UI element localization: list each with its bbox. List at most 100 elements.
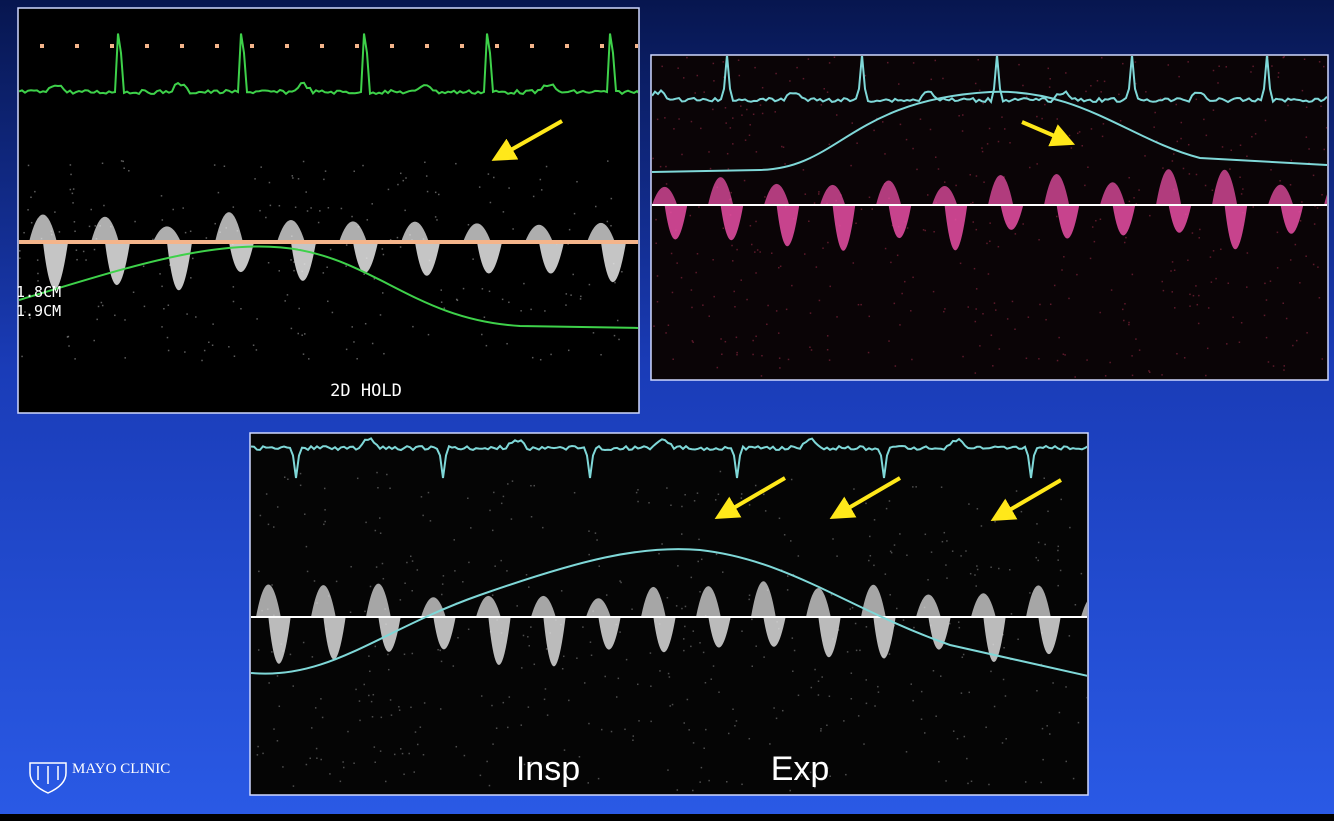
speckle: [857, 715, 860, 717]
speckle: [867, 351, 870, 354]
speckle: [846, 651, 849, 653]
speckle: [533, 484, 535, 487]
speckle: [1058, 336, 1060, 339]
speckle: [692, 742, 695, 744]
speckle: [443, 307, 446, 309]
speckle: [205, 237, 208, 239]
speckle: [683, 638, 685, 640]
speckle: [406, 561, 408, 564]
speckle: [271, 651, 273, 653]
speckle: [752, 339, 754, 342]
speckle: [658, 552, 660, 555]
speckle: [405, 177, 407, 179]
speckle: [1074, 376, 1076, 378]
speckle: [670, 252, 673, 255]
speckle: [873, 564, 875, 567]
speckle: [329, 773, 331, 775]
speckle: [364, 322, 367, 325]
speckle: [1036, 163, 1038, 165]
speckle: [982, 313, 984, 315]
speckle: [588, 283, 591, 286]
speckle: [827, 241, 829, 244]
speckle: [648, 502, 650, 504]
speckle: [583, 682, 586, 684]
speckle: [727, 168, 730, 170]
flow-envelope: [652, 186, 678, 205]
speckle: [507, 483, 509, 485]
speckle: [1312, 263, 1315, 266]
speckle: [868, 315, 871, 318]
speckle: [74, 230, 76, 233]
speckle: [531, 356, 534, 359]
flow-envelope: [861, 584, 886, 617]
speckle: [684, 625, 686, 628]
speckle: [940, 486, 943, 488]
speckle: [371, 716, 374, 718]
speckle: [782, 146, 785, 148]
speckle: [1125, 236, 1127, 239]
speckle: [1238, 341, 1241, 344]
speckle: [1047, 67, 1050, 70]
speckle: [1282, 302, 1284, 305]
speckle: [88, 225, 91, 228]
speckle: [342, 761, 344, 763]
speckle: [864, 74, 867, 77]
speckle: [142, 265, 145, 268]
speckle: [397, 183, 399, 186]
speckle: [1138, 189, 1140, 191]
flow-envelope: [720, 205, 744, 241]
speckle: [488, 290, 491, 293]
speckle: [228, 346, 230, 348]
arrows: [491, 119, 1076, 522]
speckle: [1189, 293, 1191, 296]
speckle: [826, 767, 829, 769]
speckle: [1104, 375, 1107, 377]
speckle: [380, 716, 383, 719]
speckle: [684, 493, 686, 496]
speckle: [809, 312, 812, 314]
speckle: [1041, 117, 1043, 120]
speckle: [604, 675, 606, 678]
speckle: [725, 122, 727, 124]
speckle: [962, 355, 964, 358]
speckle: [570, 294, 572, 296]
speckle: [669, 705, 671, 707]
speckle: [374, 761, 376, 764]
flow-envelope: [531, 595, 556, 617]
speckle: [186, 313, 188, 315]
flow-envelope: [29, 214, 57, 242]
speckle: [1099, 311, 1101, 314]
speckle: [791, 284, 793, 287]
speckle: [403, 653, 406, 656]
speckle: [667, 769, 669, 771]
speckle: [530, 626, 532, 628]
speckle: [749, 224, 752, 227]
speckle: [467, 497, 469, 500]
speckle: [610, 197, 613, 200]
speckle: [1078, 131, 1081, 133]
speckle: [980, 525, 983, 527]
speckle: [975, 288, 978, 290]
speckle: [573, 212, 576, 215]
speckle: [945, 780, 947, 782]
speckle: [1171, 291, 1174, 293]
speckle: [387, 188, 390, 191]
speckle: [877, 685, 879, 688]
speckle: [483, 316, 486, 318]
speckle: [1047, 510, 1049, 513]
speckle: [1246, 286, 1248, 288]
flow-envelope: [476, 595, 501, 617]
speckle: [1211, 189, 1214, 192]
speckle: [422, 514, 424, 517]
speckle: [778, 357, 781, 359]
speckle: [1063, 256, 1065, 258]
flow-envelope: [763, 617, 786, 647]
speckle: [1056, 118, 1059, 120]
speckle: [714, 499, 717, 501]
speckle: [638, 720, 640, 722]
speckle: [1093, 240, 1096, 243]
speckle: [751, 243, 753, 246]
speckle: [419, 726, 422, 728]
speckle: [683, 722, 685, 724]
